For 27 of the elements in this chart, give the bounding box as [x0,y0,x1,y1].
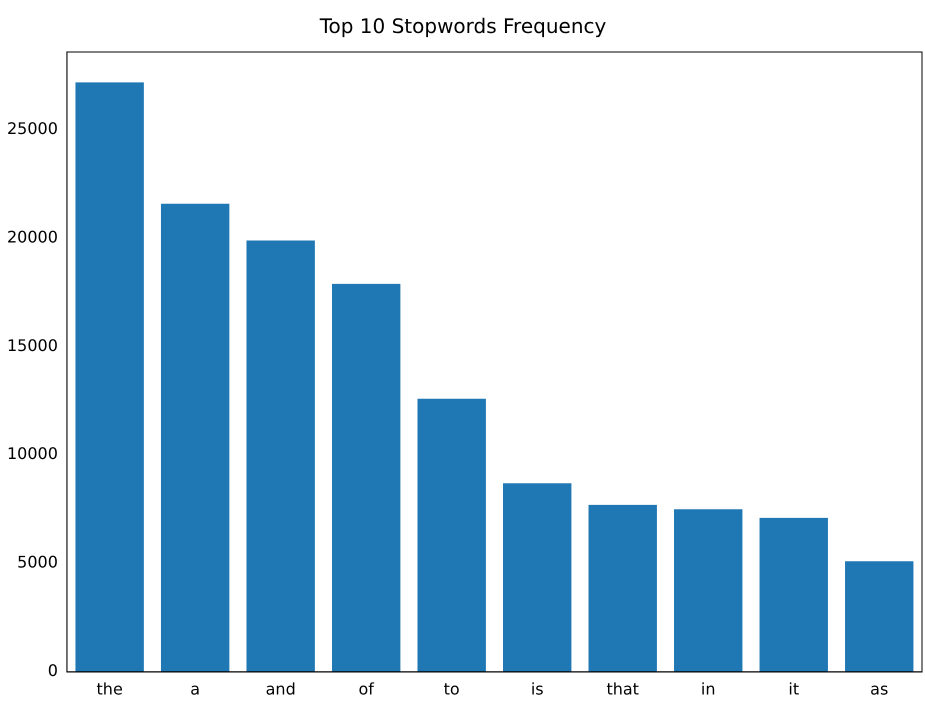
x-tick-label: in [700,680,716,699]
x-tick-label: it [788,680,800,699]
bar [417,398,486,672]
bar [332,284,400,672]
y-tick-label: 15000 [6,336,58,355]
bar [674,509,742,672]
x-tick-label: that [606,680,639,699]
bar [246,240,315,672]
x-tick-label: is [530,680,544,699]
bar [845,561,914,672]
chart-title: Top 10 Stopwords Frequency [318,14,606,38]
bar [75,82,144,672]
y-tick-label: 0 [48,660,58,680]
x-tick-label: as [870,680,888,699]
x-tick-label: the [96,680,123,699]
y-tick-label: 5000 [17,552,58,572]
y-tick-label: 20000 [6,228,58,247]
y-tick-label: 25000 [6,119,58,138]
bar [503,483,572,672]
y-tick-label: 10000 [6,444,58,464]
x-tick-label: a [190,680,200,699]
x-tick-label: to [444,680,460,699]
bar [160,204,230,672]
bar [760,518,828,672]
bar [588,504,657,672]
x-tick-label: and [266,680,296,699]
x-tick-label: of [358,680,374,699]
